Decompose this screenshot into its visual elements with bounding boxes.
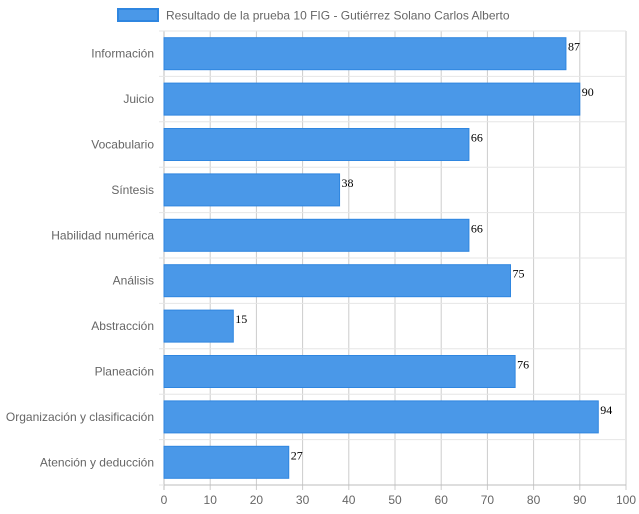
x-tick-label: 50 [388,493,402,507]
data-label: 76 [517,358,529,372]
data-label: 75 [513,267,525,281]
category-label: Habilidad numérica [51,228,154,242]
bar[interactable] [163,355,516,388]
bar[interactable] [163,37,567,71]
data-label: 66 [471,221,483,235]
data-label: 66 [471,131,483,145]
bar[interactable] [163,264,511,298]
x-tick-label: 30 [296,493,310,507]
axes: 0 10 20 30 40 50 60 70 80 90 100 [161,484,636,507]
data-label: 94 [600,403,612,417]
category-label: Organización y clasificación [6,410,154,424]
x-tick-label: 10 [204,493,218,507]
x-tick-label: 0 [161,493,168,507]
bar[interactable] [163,128,470,161]
category-label: Planeación [95,365,154,379]
labels: Información 87 Juicio 90 Vocabulario 66 Síntes… [6,40,612,470]
legend-label: Resultado de la prueba 10 FIG - Gutiérre… [166,9,510,23]
bar[interactable] [163,173,341,207]
bar[interactable] [163,82,581,116]
legend[interactable]: Resultado de la prueba 10 FIG - Gutiérre… [117,8,510,23]
x-tick-label: 80 [527,493,541,507]
data-label: 87 [568,40,580,54]
category-label: Vocabulario [91,138,154,152]
data-label: 27 [291,448,303,462]
data-label: 90 [582,85,594,99]
x-tick-label: 70 [481,493,495,507]
category-label: Atención y deducción [40,455,154,469]
data-label: 15 [235,312,247,326]
category-label: Juicio [123,92,154,106]
category-label: Análisis [113,274,154,288]
x-tick-label: 20 [250,493,264,507]
bar[interactable] [163,309,234,343]
bar[interactable] [163,445,290,479]
x-tick-label: 90 [573,493,587,507]
category-label: Información [91,47,154,61]
category-label: Síntesis [111,183,154,197]
bars [163,37,599,479]
x-tick-label: 100 [616,493,636,507]
legend-swatch [117,8,159,22]
bar[interactable] [163,218,470,252]
bar[interactable] [163,400,599,434]
x-tick-label: 60 [435,493,449,507]
x-tick-label: 40 [342,493,356,507]
category-label: Abstracción [91,319,154,333]
data-label: 38 [342,176,354,190]
